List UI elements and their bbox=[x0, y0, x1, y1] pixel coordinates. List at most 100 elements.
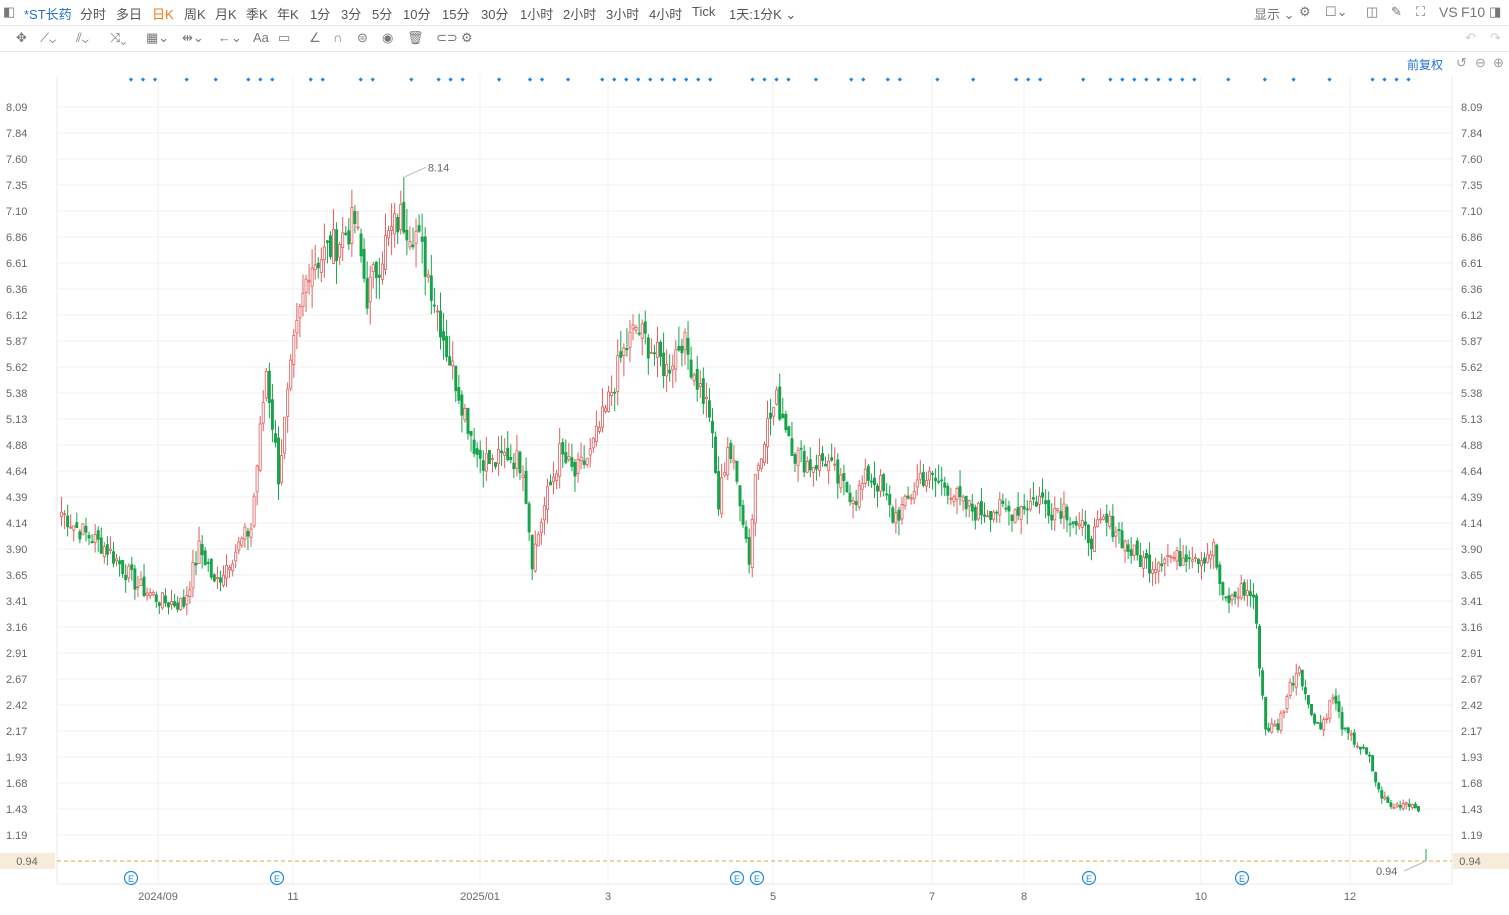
candle-body bbox=[118, 560, 122, 565]
eye-icon[interactable]: ◉ bbox=[382, 30, 394, 45]
candle bbox=[610, 375, 614, 406]
settings-icon[interactable]: ⚙ bbox=[461, 30, 473, 45]
tab-1day-1min[interactable]: 1天:1分K ⌄ bbox=[729, 4, 796, 23]
low-annotation: 0.94 bbox=[1376, 866, 1397, 878]
reset-icon[interactable]: ↺ bbox=[1456, 55, 1467, 70]
tab-15min[interactable]: 15分 bbox=[442, 7, 470, 22]
line-tool-icon[interactable]: ⟋⌄ bbox=[40, 30, 57, 45]
candle bbox=[1111, 504, 1115, 542]
timeframe-toolbar: ◧ *ST长药 分时 多日 日K 周K 月K 季K 年K 1分 3分 5分 10… bbox=[0, 0, 1509, 26]
candle bbox=[338, 242, 342, 265]
candle bbox=[304, 274, 308, 312]
candle-body bbox=[218, 577, 222, 583]
candle bbox=[344, 225, 348, 236]
candle bbox=[946, 483, 950, 505]
fib-tool-icon[interactable]: ▦⌄ bbox=[146, 30, 170, 45]
trash-icon[interactable]: 🗑 bbox=[407, 30, 424, 45]
candle-body bbox=[1270, 723, 1274, 733]
candle bbox=[656, 326, 659, 377]
magnet-icon[interactable]: ∩ bbox=[333, 30, 343, 45]
x-tick-label: 7 bbox=[929, 891, 935, 903]
panel-toggle-icon[interactable]: ◨ bbox=[1489, 4, 1502, 19]
candle bbox=[277, 426, 280, 501]
tab-weekly-k[interactable]: 周K bbox=[184, 7, 206, 22]
candle bbox=[99, 527, 103, 554]
candle-body bbox=[1273, 723, 1277, 727]
tab-30min[interactable]: 30分 bbox=[481, 7, 509, 22]
tab-yearly-k[interactable]: 年K bbox=[277, 7, 299, 22]
candle bbox=[549, 474, 552, 486]
vs-button[interactable]: VS bbox=[1439, 4, 1458, 20]
redo-icon[interactable]: ↷ bbox=[1490, 30, 1501, 45]
comment-tool-icon[interactable]: ▭ bbox=[278, 30, 291, 45]
candle-body bbox=[536, 533, 540, 547]
undo-icon[interactable]: ↶ bbox=[1465, 30, 1476, 45]
candle-body bbox=[1172, 557, 1176, 560]
zoom-out-icon[interactable]: ⊖ bbox=[1475, 55, 1486, 70]
tab-quarterly-k[interactable]: 季K bbox=[246, 7, 268, 22]
tab-1hour[interactable]: 1小时 bbox=[520, 7, 554, 22]
candle-body bbox=[1236, 596, 1240, 599]
candle-body bbox=[1337, 701, 1341, 713]
candle bbox=[231, 559, 235, 577]
gear-icon[interactable]: ⚙ bbox=[1299, 4, 1311, 19]
tab-daily-k[interactable]: 日K bbox=[152, 7, 174, 22]
candle bbox=[1047, 491, 1051, 524]
tab-multi-day[interactable]: 多日 bbox=[116, 7, 143, 22]
candle-body bbox=[1200, 560, 1203, 567]
tab-1min[interactable]: 1分 bbox=[310, 7, 331, 22]
adjust-price-button[interactable]: 前复权 bbox=[1407, 58, 1444, 72]
candle bbox=[912, 482, 916, 505]
candle bbox=[78, 529, 82, 544]
ruler-tool-icon[interactable]: ∠ bbox=[309, 30, 321, 45]
tab-monthly-k[interactable]: 月K bbox=[215, 7, 237, 22]
move-icon[interactable]: ✥ bbox=[16, 30, 27, 45]
arrow-tool-icon[interactable]: ←⌄ bbox=[218, 30, 242, 45]
tab-fenshi[interactable]: 分时 bbox=[80, 7, 107, 22]
layout-icon[interactable]: ☐⌄ bbox=[1325, 4, 1348, 19]
candle bbox=[1310, 704, 1313, 717]
fullscreen-icon[interactable]: ⛶ bbox=[1416, 4, 1426, 19]
y-tick-label-left: 6.86 bbox=[6, 232, 27, 244]
measure-tool-icon[interactable]: ⇹⌄ bbox=[182, 30, 204, 45]
candle bbox=[188, 581, 192, 604]
candle bbox=[200, 535, 204, 569]
candle bbox=[359, 228, 363, 263]
tab-5min[interactable]: 5分 bbox=[372, 7, 393, 22]
y-tick-label-right: 2.67 bbox=[1461, 674, 1482, 686]
camera-icon[interactable]: ◫ bbox=[1366, 4, 1379, 19]
pencil-icon[interactable]: ✎ bbox=[1391, 4, 1402, 19]
lock-icon[interactable]: ⊜ bbox=[357, 30, 368, 45]
stock-name-tab[interactable]: *ST长药 bbox=[24, 7, 72, 22]
text-tool-icon[interactable]: Aa bbox=[253, 30, 269, 45]
channel-tool-icon[interactable]: ⫽⌄ bbox=[76, 30, 89, 45]
candle-body bbox=[209, 558, 213, 578]
tab-4hour[interactable]: 4小时 bbox=[649, 7, 683, 22]
zoom-in-icon[interactable]: ⊕ bbox=[1493, 55, 1504, 70]
candle-body bbox=[371, 264, 375, 272]
display-menu[interactable]: 显示 ⌄ bbox=[1254, 4, 1295, 23]
candlestick-chart[interactable]: 8.09 7.84 7.60 7.35 7.10 6.86 6.61 6.36 6.12 5.87… bbox=[0, 52, 1509, 912]
sidebar-toggle-icon[interactable]: ◧ bbox=[3, 4, 16, 19]
signal-dot bbox=[448, 77, 453, 82]
tab-3hour[interactable]: 3小时 bbox=[606, 7, 640, 22]
candle-body bbox=[738, 485, 742, 507]
candle-body bbox=[63, 513, 67, 516]
y-tick-label-right: 5.87 bbox=[1461, 336, 1482, 348]
f10-button[interactable]: F10 bbox=[1461, 4, 1486, 20]
tab-10min[interactable]: 10分 bbox=[403, 7, 431, 22]
candle-body bbox=[1331, 697, 1335, 700]
candle-body bbox=[970, 503, 974, 512]
y-tick-label-right: 7.84 bbox=[1461, 128, 1482, 140]
tab-tick[interactable]: Tick bbox=[692, 4, 716, 19]
wave-tool-icon[interactable]: ⤨⌄ bbox=[110, 30, 127, 45]
candle bbox=[726, 437, 730, 481]
tab-2hour[interactable]: 2小时 bbox=[563, 7, 597, 22]
candle bbox=[772, 407, 776, 426]
candle-body bbox=[607, 391, 611, 412]
tab-3min[interactable]: 3分 bbox=[341, 7, 362, 22]
candle-body bbox=[191, 562, 195, 589]
display-label: 显示 bbox=[1254, 7, 1281, 22]
link-icon[interactable]: ⊂⊃ bbox=[436, 30, 458, 45]
